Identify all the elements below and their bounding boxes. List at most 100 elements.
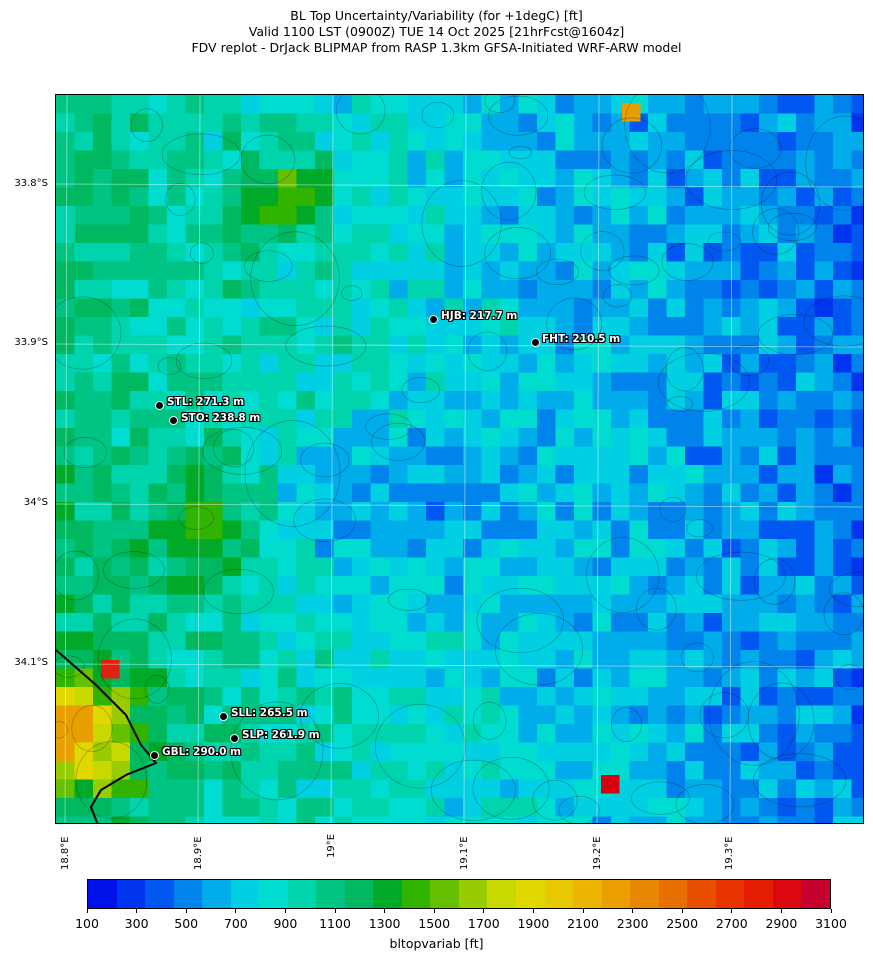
raster-cell — [537, 372, 556, 392]
station-marker-hjb[interactable] — [429, 315, 438, 324]
raster-cell — [259, 502, 279, 521]
raster-cell — [537, 520, 556, 540]
raster-cell — [259, 206, 279, 225]
raster-cell — [111, 206, 131, 225]
raster-cell — [481, 391, 501, 410]
contour-line — [189, 242, 214, 264]
raster-cell — [407, 409, 427, 429]
raster-cell — [241, 206, 260, 225]
raster-cell — [315, 409, 334, 429]
raster-cell — [703, 243, 723, 262]
raster-cell — [296, 465, 316, 484]
raster-cell — [796, 576, 815, 595]
raster-cell — [241, 539, 260, 558]
graticule-lat — [56, 343, 863, 348]
station-marker-sll[interactable] — [219, 712, 228, 721]
raster-cell — [222, 779, 242, 799]
raster-cell — [740, 224, 760, 244]
raster-cell — [703, 576, 723, 595]
raster-cell — [204, 779, 223, 799]
raster-cell — [148, 594, 168, 614]
raster-cell — [833, 761, 852, 780]
raster-cell — [185, 761, 205, 780]
raster-cell — [407, 280, 427, 299]
colorbar-tick — [334, 909, 336, 913]
raster-cell — [352, 779, 371, 799]
contour-line — [476, 587, 564, 653]
raster-cell — [666, 261, 686, 281]
raster-cell — [111, 187, 131, 207]
raster-cell — [629, 298, 649, 318]
raster-cell — [185, 668, 205, 688]
raster-cell — [777, 798, 797, 817]
raster-cell — [611, 243, 630, 262]
contour-line — [203, 569, 274, 615]
raster-cell — [666, 280, 686, 299]
raster-cell — [241, 224, 260, 244]
raster-hotspot — [622, 103, 641, 122]
raster-cell — [222, 483, 242, 503]
raster-cell — [444, 687, 464, 706]
raster-cell — [93, 539, 112, 558]
station-marker-gbl[interactable] — [150, 751, 159, 760]
raster-cell — [722, 742, 741, 762]
raster-cell — [740, 354, 760, 373]
raster-cell — [463, 483, 482, 503]
contour-line — [103, 551, 165, 589]
raster-cell — [389, 409, 408, 429]
raster-cell — [814, 465, 834, 484]
raster-cell — [352, 724, 371, 743]
raster-cell — [777, 465, 797, 484]
raster-cell — [611, 631, 630, 651]
raster-cell — [777, 724, 797, 743]
raster-cell — [555, 631, 575, 651]
raster-cell — [185, 372, 205, 392]
raster-cell — [389, 705, 408, 725]
raster-cell — [777, 557, 797, 577]
raster-cell — [407, 354, 427, 373]
raster-cell — [833, 502, 852, 521]
raster-cell — [666, 520, 686, 540]
raster-cell — [833, 298, 852, 318]
raster-cell — [685, 150, 704, 170]
raster-cell — [759, 465, 778, 484]
raster-cell — [463, 132, 482, 151]
raster-cell — [611, 502, 630, 521]
raster-cell — [167, 169, 186, 188]
raster-cell — [56, 132, 75, 151]
raster-cell — [426, 95, 445, 114]
raster-cell — [481, 798, 501, 817]
raster-cell — [592, 335, 612, 355]
raster-cell — [833, 687, 852, 706]
raster-cell — [241, 798, 260, 817]
raster-cell — [148, 224, 168, 244]
raster-cell — [204, 650, 223, 669]
colorbar-swatch — [316, 880, 345, 908]
raster-cell — [278, 520, 297, 540]
raster-cell — [518, 724, 538, 743]
raster-cell — [130, 169, 149, 188]
raster-cell — [148, 502, 168, 521]
raster-cell — [333, 668, 353, 688]
raster-cell — [389, 650, 408, 669]
station-marker-sto[interactable] — [169, 416, 178, 425]
raster-cell — [278, 650, 297, 669]
raster-cell — [185, 391, 205, 410]
raster-cell — [574, 520, 593, 540]
contour-line — [707, 231, 741, 252]
raster-cell — [555, 557, 575, 577]
raster-cell — [629, 483, 649, 503]
raster-cell — [629, 613, 649, 632]
raster-cell — [574, 798, 593, 817]
station-marker-fht[interactable] — [531, 338, 540, 347]
station-marker-stl[interactable] — [155, 401, 164, 410]
raster-cell — [722, 465, 741, 484]
raster-cell — [500, 687, 519, 706]
station-label-stl: STL: 271.3 m — [167, 396, 245, 408]
raster-cell — [463, 317, 482, 336]
station-marker-slp[interactable] — [230, 734, 239, 743]
raster-cell — [74, 280, 94, 299]
raster-cell — [518, 594, 538, 614]
raster-cell — [74, 113, 94, 133]
raster-cell — [518, 261, 538, 281]
